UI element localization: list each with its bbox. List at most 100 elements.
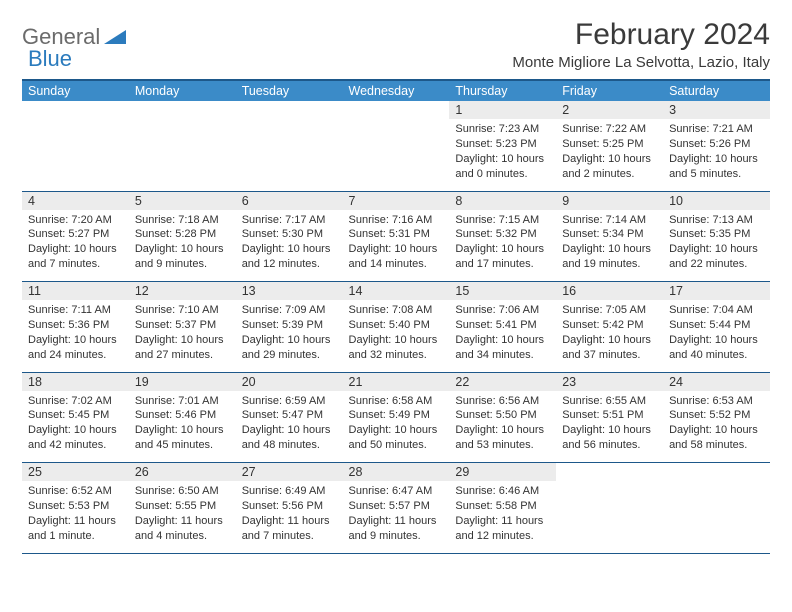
sunset-text: Sunset: 5:40 PM — [349, 318, 444, 333]
day-number — [556, 463, 663, 482]
sunset-text: Sunset: 5:51 PM — [562, 408, 657, 423]
sunrise-text: Sunrise: 6:56 AM — [455, 394, 550, 409]
day-number: 18 — [22, 372, 129, 391]
sunset-text: Sunset: 5:47 PM — [242, 408, 337, 423]
col-thursday: Thursday — [449, 80, 556, 101]
sunrise-text: Sunrise: 7:16 AM — [349, 213, 444, 228]
day-number: 15 — [449, 282, 556, 301]
daylight-text: Daylight: 10 hours and 50 minutes. — [349, 423, 444, 453]
daylight-text: Daylight: 10 hours and 29 minutes. — [242, 333, 337, 363]
day-cell: Sunrise: 6:49 AMSunset: 5:56 PMDaylight:… — [236, 481, 343, 553]
sunset-text: Sunset: 5:30 PM — [242, 227, 337, 242]
daylight-text: Daylight: 11 hours and 9 minutes. — [349, 514, 444, 544]
day-cell: Sunrise: 6:59 AMSunset: 5:47 PMDaylight:… — [236, 391, 343, 463]
title-block: February 2024 Monte Migliore La Selvotta… — [512, 18, 770, 71]
daylight-text: Daylight: 11 hours and 1 minute. — [28, 514, 123, 544]
sunset-text: Sunset: 5:25 PM — [562, 137, 657, 152]
day-cell: Sunrise: 7:22 AMSunset: 5:25 PMDaylight:… — [556, 119, 663, 191]
sunrise-text: Sunrise: 7:17 AM — [242, 213, 337, 228]
daynum-row: 123 — [22, 101, 770, 119]
content-row: Sunrise: 7:20 AMSunset: 5:27 PMDaylight:… — [22, 210, 770, 282]
calendar-table: Sunday Monday Tuesday Wednesday Thursday… — [22, 79, 770, 554]
sunrise-text: Sunrise: 7:04 AM — [669, 303, 764, 318]
day-cell: Sunrise: 6:53 AMSunset: 5:52 PMDaylight:… — [663, 391, 770, 463]
daylight-text: Daylight: 10 hours and 42 minutes. — [28, 423, 123, 453]
sunset-text: Sunset: 5:31 PM — [349, 227, 444, 242]
day-cell — [22, 119, 129, 191]
day-number: 28 — [343, 463, 450, 482]
day-number: 1 — [449, 101, 556, 119]
sunrise-text: Sunrise: 6:49 AM — [242, 484, 337, 499]
sunset-text: Sunset: 5:36 PM — [28, 318, 123, 333]
calendar-page: General February 2024 Monte Migliore La … — [0, 0, 792, 572]
day-cell — [343, 119, 450, 191]
day-number: 26 — [129, 463, 236, 482]
day-cell: Sunrise: 6:52 AMSunset: 5:53 PMDaylight:… — [22, 481, 129, 553]
content-row: Sunrise: 6:52 AMSunset: 5:53 PMDaylight:… — [22, 481, 770, 553]
day-number: 20 — [236, 372, 343, 391]
col-tuesday: Tuesday — [236, 80, 343, 101]
day-number: 25 — [22, 463, 129, 482]
sunrise-text: Sunrise: 7:06 AM — [455, 303, 550, 318]
sunrise-text: Sunrise: 7:08 AM — [349, 303, 444, 318]
sunset-text: Sunset: 5:23 PM — [455, 137, 550, 152]
day-cell — [236, 119, 343, 191]
day-number: 17 — [663, 282, 770, 301]
daylight-text: Daylight: 10 hours and 48 minutes. — [242, 423, 337, 453]
day-cell: Sunrise: 7:20 AMSunset: 5:27 PMDaylight:… — [22, 210, 129, 282]
daylight-text: Daylight: 10 hours and 2 minutes. — [562, 152, 657, 182]
daynum-row: 2526272829 — [22, 463, 770, 482]
day-number: 5 — [129, 191, 236, 210]
daylight-text: Daylight: 10 hours and 37 minutes. — [562, 333, 657, 363]
day-number: 29 — [449, 463, 556, 482]
day-number: 13 — [236, 282, 343, 301]
content-row: Sunrise: 7:02 AMSunset: 5:45 PMDaylight:… — [22, 391, 770, 463]
sunrise-text: Sunrise: 7:23 AM — [455, 122, 550, 137]
day-cell: Sunrise: 6:47 AMSunset: 5:57 PMDaylight:… — [343, 481, 450, 553]
day-cell: Sunrise: 7:13 AMSunset: 5:35 PMDaylight:… — [663, 210, 770, 282]
day-number: 24 — [663, 372, 770, 391]
sunset-text: Sunset: 5:39 PM — [242, 318, 337, 333]
day-number: 27 — [236, 463, 343, 482]
daylight-text: Daylight: 10 hours and 9 minutes. — [135, 242, 230, 272]
sunset-text: Sunset: 5:41 PM — [455, 318, 550, 333]
location-subtitle: Monte Migliore La Selvotta, Lazio, Italy — [512, 54, 770, 71]
daylight-text: Daylight: 10 hours and 14 minutes. — [349, 242, 444, 272]
sunrise-text: Sunrise: 6:59 AM — [242, 394, 337, 409]
day-number: 6 — [236, 191, 343, 210]
daynum-row: 18192021222324 — [22, 372, 770, 391]
page-header: General February 2024 Monte Migliore La … — [22, 18, 770, 71]
sunset-text: Sunset: 5:58 PM — [455, 499, 550, 514]
col-wednesday: Wednesday — [343, 80, 450, 101]
daylight-text: Daylight: 10 hours and 53 minutes. — [455, 423, 550, 453]
day-cell: Sunrise: 7:01 AMSunset: 5:46 PMDaylight:… — [129, 391, 236, 463]
sunset-text: Sunset: 5:49 PM — [349, 408, 444, 423]
sunrise-text: Sunrise: 7:10 AM — [135, 303, 230, 318]
daylight-text: Daylight: 11 hours and 7 minutes. — [242, 514, 337, 544]
sunset-text: Sunset: 5:32 PM — [455, 227, 550, 242]
daylight-text: Daylight: 10 hours and 34 minutes. — [455, 333, 550, 363]
day-cell: Sunrise: 7:02 AMSunset: 5:45 PMDaylight:… — [22, 391, 129, 463]
sunset-text: Sunset: 5:26 PM — [669, 137, 764, 152]
daylight-text: Daylight: 10 hours and 22 minutes. — [669, 242, 764, 272]
daylight-text: Daylight: 10 hours and 45 minutes. — [135, 423, 230, 453]
day-number — [663, 463, 770, 482]
day-header-row: Sunday Monday Tuesday Wednesday Thursday… — [22, 80, 770, 101]
sunrise-text: Sunrise: 7:22 AM — [562, 122, 657, 137]
sunrise-text: Sunrise: 7:01 AM — [135, 394, 230, 409]
col-friday: Friday — [556, 80, 663, 101]
sunrise-text: Sunrise: 7:15 AM — [455, 213, 550, 228]
daylight-text: Daylight: 10 hours and 27 minutes. — [135, 333, 230, 363]
day-cell — [129, 119, 236, 191]
logo-word2-wrap: Blue — [28, 46, 72, 72]
logo-triangle-icon — [104, 26, 126, 49]
day-cell — [663, 481, 770, 553]
sunrise-text: Sunrise: 7:02 AM — [28, 394, 123, 409]
sunset-text: Sunset: 5:27 PM — [28, 227, 123, 242]
day-cell: Sunrise: 7:23 AMSunset: 5:23 PMDaylight:… — [449, 119, 556, 191]
sunrise-text: Sunrise: 7:14 AM — [562, 213, 657, 228]
content-row: Sunrise: 7:23 AMSunset: 5:23 PM Daylight:… — [22, 119, 770, 191]
day-cell: Sunrise: 7:14 AMSunset: 5:34 PMDaylight:… — [556, 210, 663, 282]
day-cell: Sunrise: 6:58 AMSunset: 5:49 PMDaylight:… — [343, 391, 450, 463]
daylight-text: Daylight: 10 hours and 56 minutes. — [562, 423, 657, 453]
